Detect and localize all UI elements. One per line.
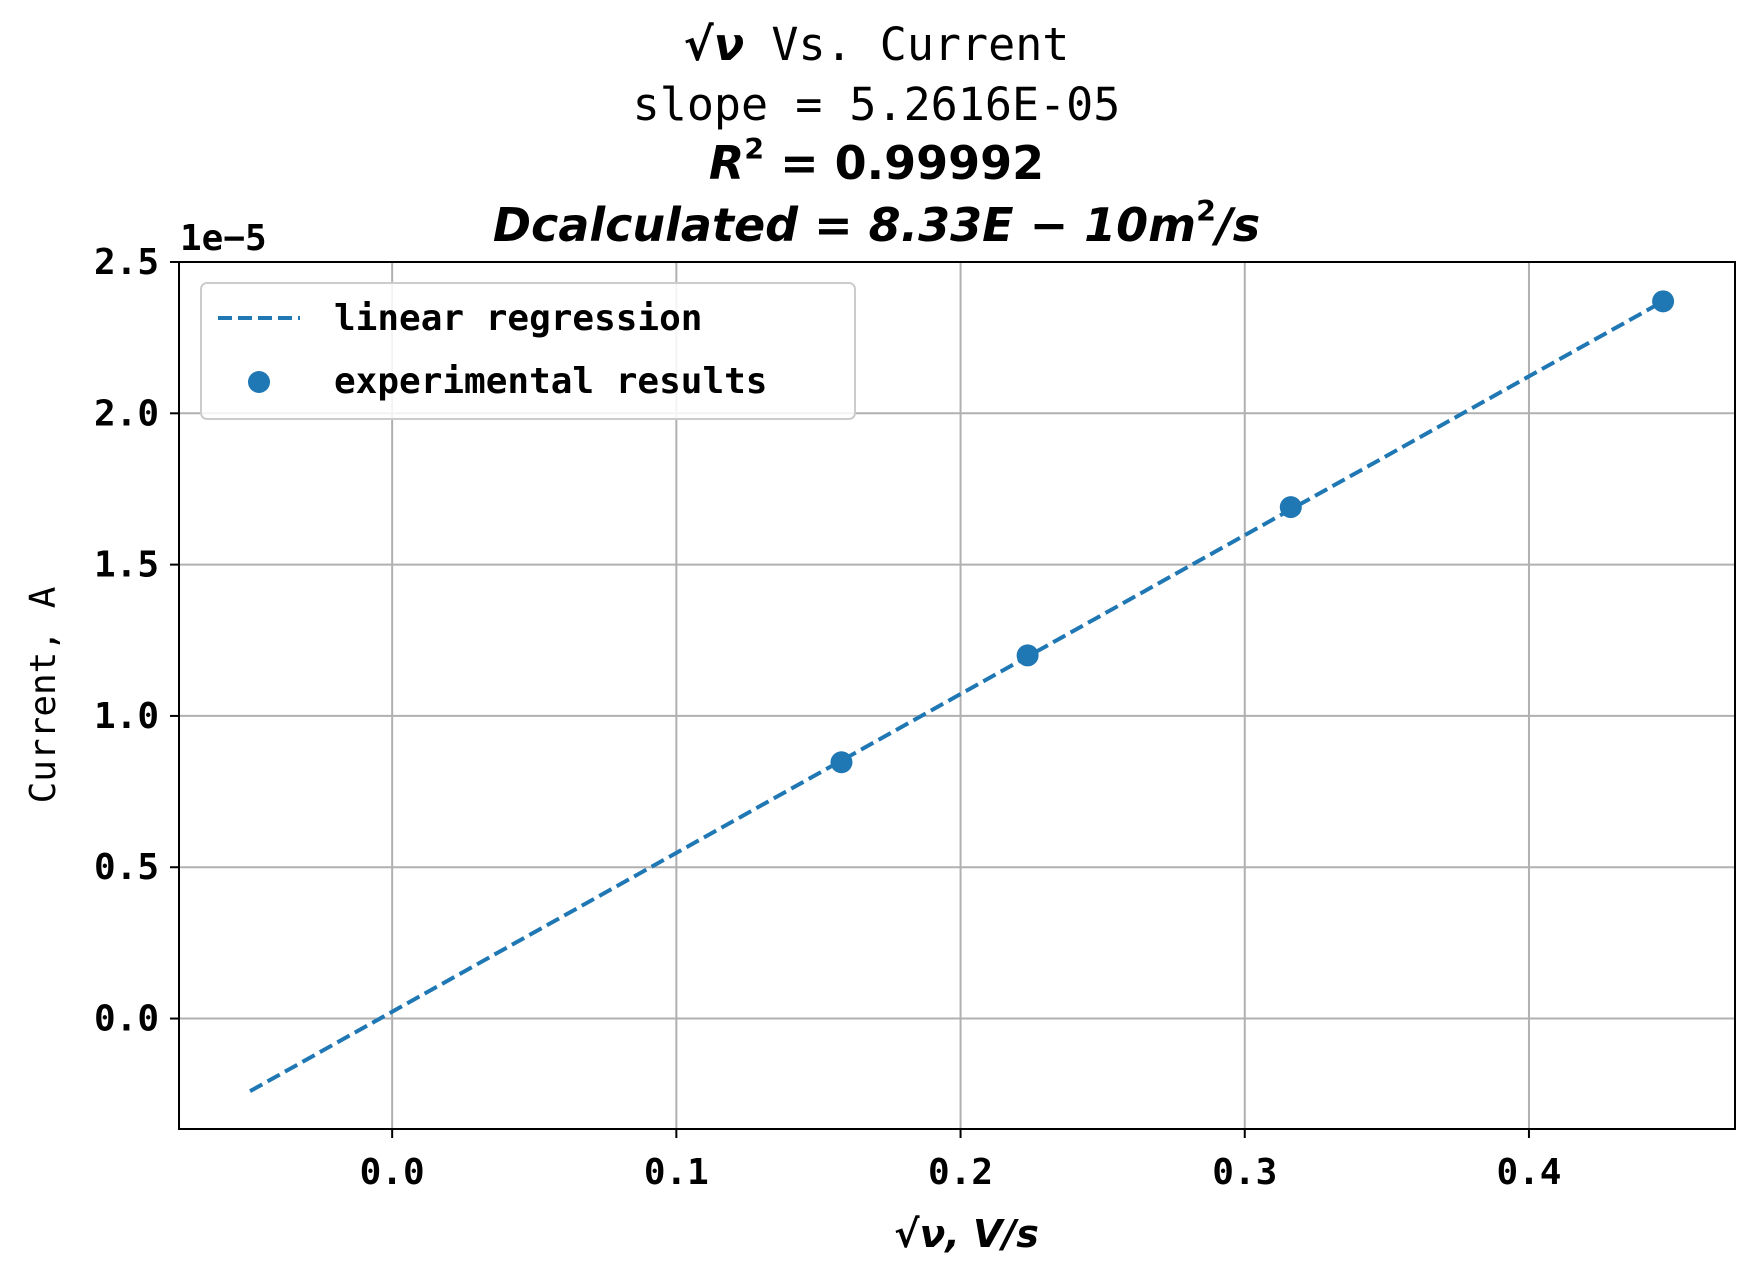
legend: linear regression experimental results xyxy=(200,282,856,420)
regression-line xyxy=(249,299,1665,1093)
title-slope: slope = 5.2616E-05 xyxy=(632,78,1121,131)
y-tick-label: 0.5 xyxy=(94,847,159,888)
data-point xyxy=(830,751,853,774)
plot-frame xyxy=(178,261,1736,1130)
axis-ticks: 0.0 0.1 0.2 0.3 0.4 0.0 0.5 1.0 1.5 2.0 2.5 xyxy=(94,242,1562,1193)
x-tick-label: 0.2 xyxy=(928,1152,993,1193)
x-tick-label: 0.1 xyxy=(644,1152,709,1193)
data-point xyxy=(1016,644,1039,667)
x-tick-label: 0.0 xyxy=(360,1152,425,1193)
title-sqrt-nu: √ν xyxy=(683,18,745,71)
y-tick-label: 2.5 xyxy=(94,242,159,283)
y-tick-label: 1.0 xyxy=(94,696,159,737)
title-line-1: √ν Vs. Current xyxy=(0,18,1753,71)
title-r-squared: R2 = 0.99992 xyxy=(708,133,1045,190)
data-point xyxy=(1652,290,1675,313)
x-axis-label: √ν, V/s xyxy=(894,1212,1039,1256)
legend-linear-regression: linear regression xyxy=(334,298,702,339)
y-tick-label: 0.0 xyxy=(94,999,159,1040)
data-point xyxy=(1279,496,1302,519)
x-tick-label: 0.3 xyxy=(1212,1152,1277,1193)
legend-experimental-results: experimental results xyxy=(334,361,767,402)
x-tick-label: 0.4 xyxy=(1496,1152,1561,1193)
title-d-calculated: Dcalculated = 8.33E − 10m2/s xyxy=(492,195,1261,252)
y-offset-text: 1e−5 xyxy=(180,218,267,259)
plot-marks xyxy=(249,290,1675,1093)
y-tick-label: 2.0 xyxy=(94,393,159,434)
legend-dot-swatch xyxy=(248,371,270,393)
y-tick-label: 1.5 xyxy=(94,545,159,586)
y-axis-label: Current, A xyxy=(23,586,64,803)
legend-box xyxy=(200,282,856,420)
title-vs-current: Vs. Current xyxy=(744,18,1070,71)
